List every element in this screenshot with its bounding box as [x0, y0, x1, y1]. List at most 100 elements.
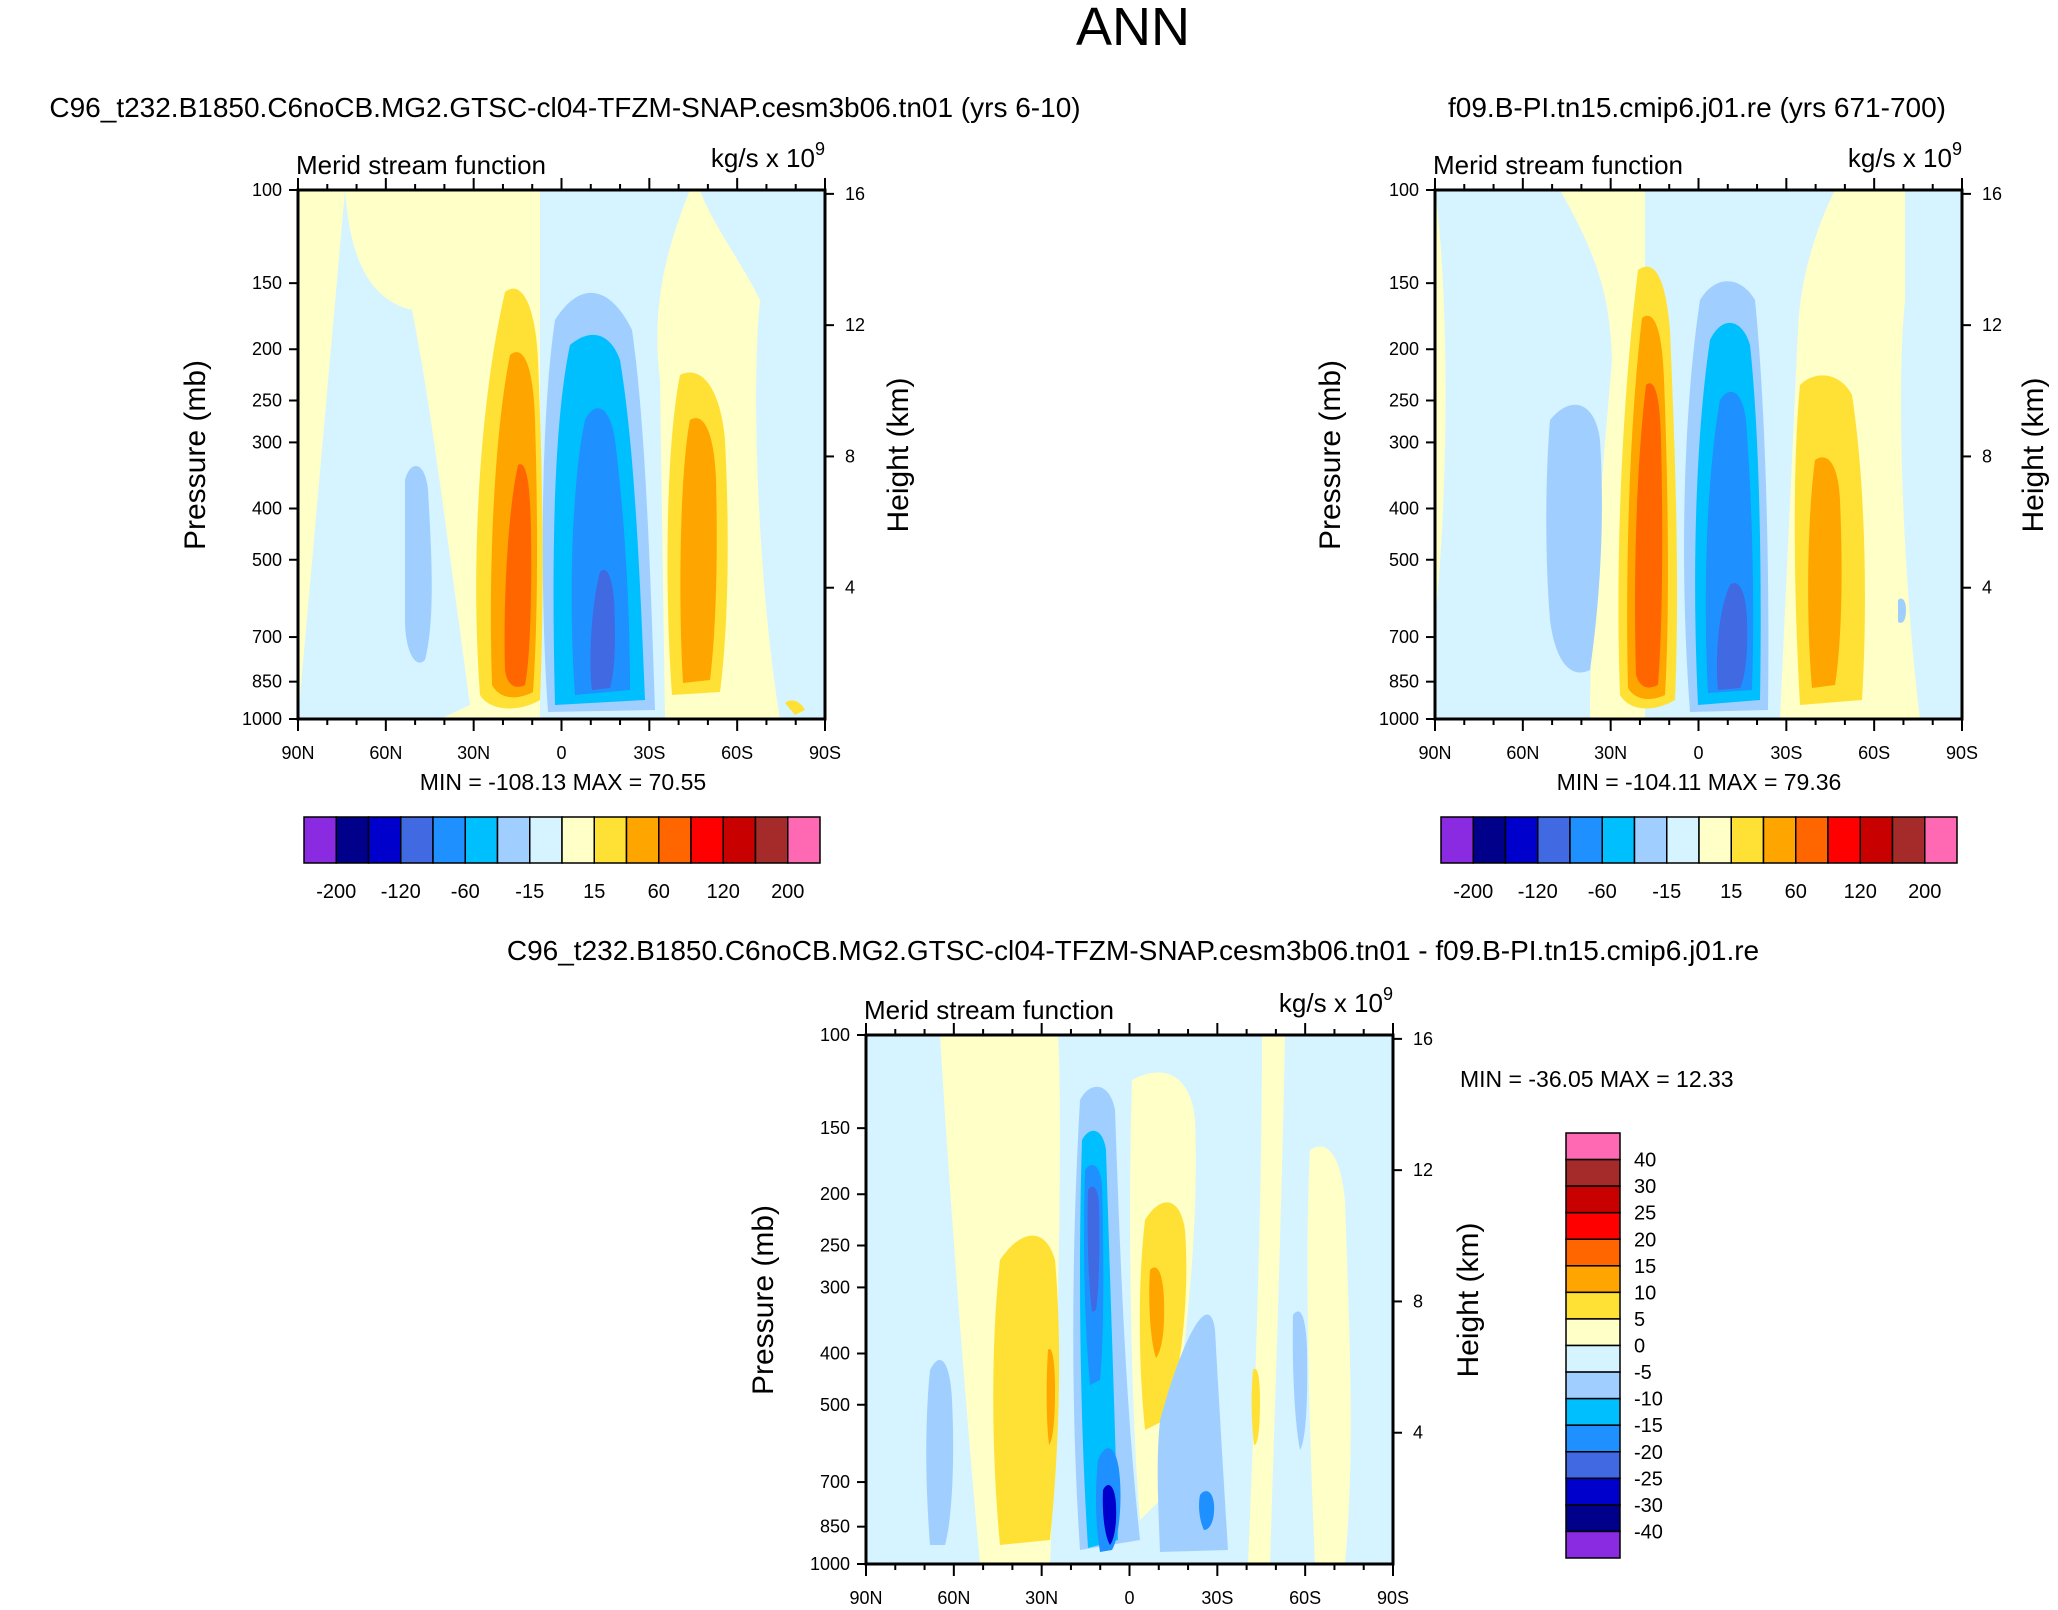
contour-fill	[1307, 1146, 1351, 1564]
colorbar-box	[1565, 1424, 1621, 1453]
colorbar-box	[561, 816, 595, 864]
contour-fill	[993, 1235, 1060, 1545]
colorbar-label: -15	[515, 881, 544, 903]
contour-fill	[590, 569, 615, 690]
panel-2-ylabel: Pressure (mb)	[1314, 360, 1347, 550]
colorbar-label: -5	[1634, 1362, 1652, 1384]
latitude-tick-label: 0	[1693, 743, 1703, 763]
colorbar-box	[1537, 816, 1571, 864]
contour-fill	[298, 190, 345, 560]
colorbar-box	[625, 816, 660, 864]
height-tick-label: 4	[845, 578, 855, 598]
pressure-tick-label: 100	[820, 1025, 850, 1045]
contour-fill	[1635, 383, 1663, 688]
colorbar-label: 10	[1634, 1282, 1656, 1304]
colorbar-box	[1565, 1158, 1621, 1187]
colorbar-box	[1565, 1265, 1621, 1294]
pressure-tick-label: 850	[1389, 672, 1419, 692]
colorbar-label: -10	[1634, 1389, 1663, 1411]
panel-2: f09.B-PI.tn15.cmip6.j01.re (yrs 671-700)…	[1314, 92, 2050, 903]
contour-fill	[1546, 404, 1602, 673]
panel-1-case-title: C96_t232.B1850.C6noCB.MG2.GTSC-cl04-TFZM…	[49, 92, 1080, 123]
height-tick-label: 4	[1982, 578, 1992, 598]
height-tick-label: 4	[1413, 1423, 1423, 1443]
colorbar-box	[1762, 816, 1797, 864]
pressure-tick-label: 150	[820, 1118, 850, 1138]
latitude-tick-label: 30N	[1025, 1588, 1058, 1608]
colorbar-box	[1565, 1185, 1621, 1214]
height-tick-label: 12	[845, 315, 865, 335]
contour-fill	[571, 408, 630, 695]
colorbar-box	[1859, 816, 1894, 864]
pressure-tick-label: 400	[1389, 498, 1419, 518]
colorbar-label: 60	[1785, 881, 1807, 903]
contour-fill	[1251, 1368, 1260, 1445]
latitude-tick-label: 60N	[937, 1588, 970, 1608]
pressure-tick-label: 500	[252, 550, 282, 570]
colorbar-box	[1565, 1238, 1621, 1267]
colorbar-box	[496, 816, 531, 864]
colorbar-label: -120	[1518, 881, 1558, 903]
colorbar-box	[335, 816, 370, 864]
latitude-tick-label: 0	[556, 743, 566, 763]
panel-1-axes: 100 150 200 250 300 400 500 700 850 1000 16 12 8 4 90N…	[242, 178, 865, 763]
pressure-tick-label: 250	[252, 391, 282, 411]
latitude-tick-label: 30N	[1594, 743, 1627, 763]
height-tick-label: 8	[845, 446, 855, 466]
contour-fill	[1157, 1314, 1228, 1552]
colorbar-box	[593, 816, 628, 864]
pressure-tick-label: 200	[1389, 339, 1419, 359]
latitude-tick-label: 90S	[1377, 1588, 1409, 1608]
colorbar-box	[722, 816, 757, 864]
height-tick-label: 16	[1413, 1029, 1433, 1049]
height-tick-label: 8	[1982, 446, 1992, 466]
contour-fill	[680, 418, 717, 683]
height-tick-label: 12	[1413, 1160, 1433, 1180]
colorbar-box	[1827, 816, 1861, 864]
colorbar-box	[1565, 1371, 1621, 1400]
panel-1-units: kg/s x 109	[711, 139, 825, 173]
contour-fill	[1199, 1491, 1215, 1530]
latitude-tick-label: 90S	[809, 743, 841, 763]
contour-fill	[1716, 583, 1748, 690]
colorbar-box	[1440, 816, 1474, 864]
contour-fill	[700, 190, 825, 719]
panel-3-contour-field	[866, 1035, 1393, 1564]
pressure-tick-label: 1000	[242, 709, 282, 729]
colorbar-box	[432, 816, 466, 864]
colorbar-box	[690, 816, 724, 864]
colorbar-label: -25	[1634, 1468, 1663, 1490]
latitude-tick-label: 30S	[1770, 743, 1802, 763]
colorbar-box	[1565, 1504, 1621, 1533]
colorbar-box	[1698, 816, 1732, 864]
colorbar-box	[1565, 1318, 1621, 1347]
colorbar-box	[1569, 816, 1603, 864]
pressure-tick-label: 400	[820, 1343, 850, 1363]
panel-1-units-exponent: 9	[815, 139, 825, 159]
height-tick-label: 16	[1982, 184, 2002, 204]
panel-3-units: kg/s x 109	[1279, 984, 1393, 1018]
colorbar-box	[1633, 816, 1668, 864]
colorbar-box	[1795, 816, 1829, 864]
panel-1-colorbar: -200 -120 -60 -15 15 60 120 200	[303, 816, 821, 903]
panel-1-ylabel: Pressure (mb)	[179, 360, 212, 550]
colorbar-box	[1730, 816, 1765, 864]
panel-3-colorbar: 40 30 25 20 15 10 5 0 -5 -10 -15 -20 -25 -30 -40	[1565, 1132, 1663, 1559]
panel-2-y2label: Height (km)	[2017, 377, 2050, 532]
colorbar-label: -30	[1634, 1495, 1663, 1517]
colorbar-label: -40	[1634, 1521, 1663, 1543]
colorbar-box	[1565, 1291, 1621, 1320]
colorbar-label: 0	[1634, 1336, 1645, 1358]
contour-fill	[926, 1360, 954, 1545]
colorbar-box	[1565, 1397, 1621, 1426]
colorbar-label: -20	[1634, 1442, 1663, 1464]
contour-fill	[1808, 457, 1842, 688]
contour-fill	[1900, 190, 1962, 719]
panel-2-axes: 100 150 200 250 300 400 500 700 850 1000 16 12 8 4 90N…	[1379, 178, 2002, 763]
colorbar-label: 20	[1634, 1229, 1656, 1251]
pressure-tick-label: 200	[252, 339, 282, 359]
colorbar-box	[1565, 1211, 1621, 1240]
colorbar-label: 5	[1634, 1309, 1645, 1331]
panel-3-ylabel: Pressure (mb)	[747, 1205, 780, 1395]
pressure-tick-label: 700	[252, 627, 282, 647]
